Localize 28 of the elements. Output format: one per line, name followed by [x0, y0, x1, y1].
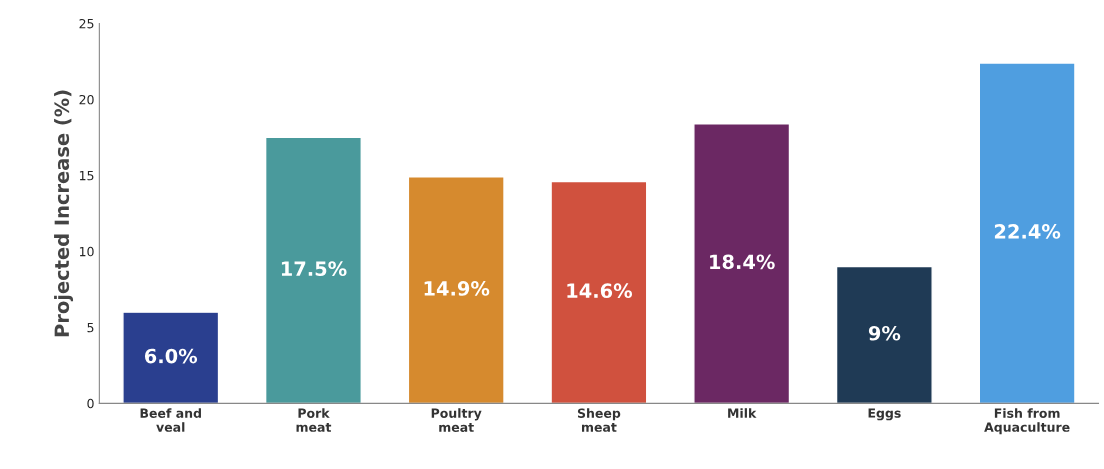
- data-label: 14.6%: [567, 283, 633, 299]
- x-tick-label: Fish from Aquaculture: [984, 408, 1070, 435]
- y-tick-label: 20: [79, 94, 94, 105]
- data-label: 6.0%: [144, 348, 198, 364]
- y-axis-title: Projected Increase (%): [54, 90, 74, 337]
- x-tick-label: Beef and veal: [140, 408, 201, 432]
- bar: [264, 136, 362, 404]
- bar: [122, 311, 220, 404]
- x-tick-label: Poultry meat: [431, 408, 482, 432]
- data-label: 17.5%: [281, 261, 347, 277]
- y-tick-label: 0: [87, 398, 94, 409]
- bar: [978, 62, 1076, 404]
- x-tick-label: Sheep meat: [577, 408, 621, 432]
- bar: [693, 123, 791, 404]
- y-tick-label: 15: [79, 171, 94, 181]
- data-label: 22.4%: [994, 224, 1061, 239]
- data-label: 9%: [868, 325, 901, 341]
- y-tick-label: 10: [79, 246, 94, 257]
- data-label: 18.4%: [710, 254, 775, 270]
- bar: [550, 180, 648, 404]
- data-label: 14.9%: [424, 281, 490, 296]
- bar: [835, 265, 933, 404]
- x-tick-label: Eggs: [868, 408, 901, 421]
- y-tick-label: 25: [79, 18, 94, 29]
- bar: [407, 176, 505, 404]
- x-tick-label: Pork meat: [296, 408, 332, 432]
- x-tick-label: Milk: [728, 408, 757, 418]
- y-tick-label: 5: [87, 323, 94, 333]
